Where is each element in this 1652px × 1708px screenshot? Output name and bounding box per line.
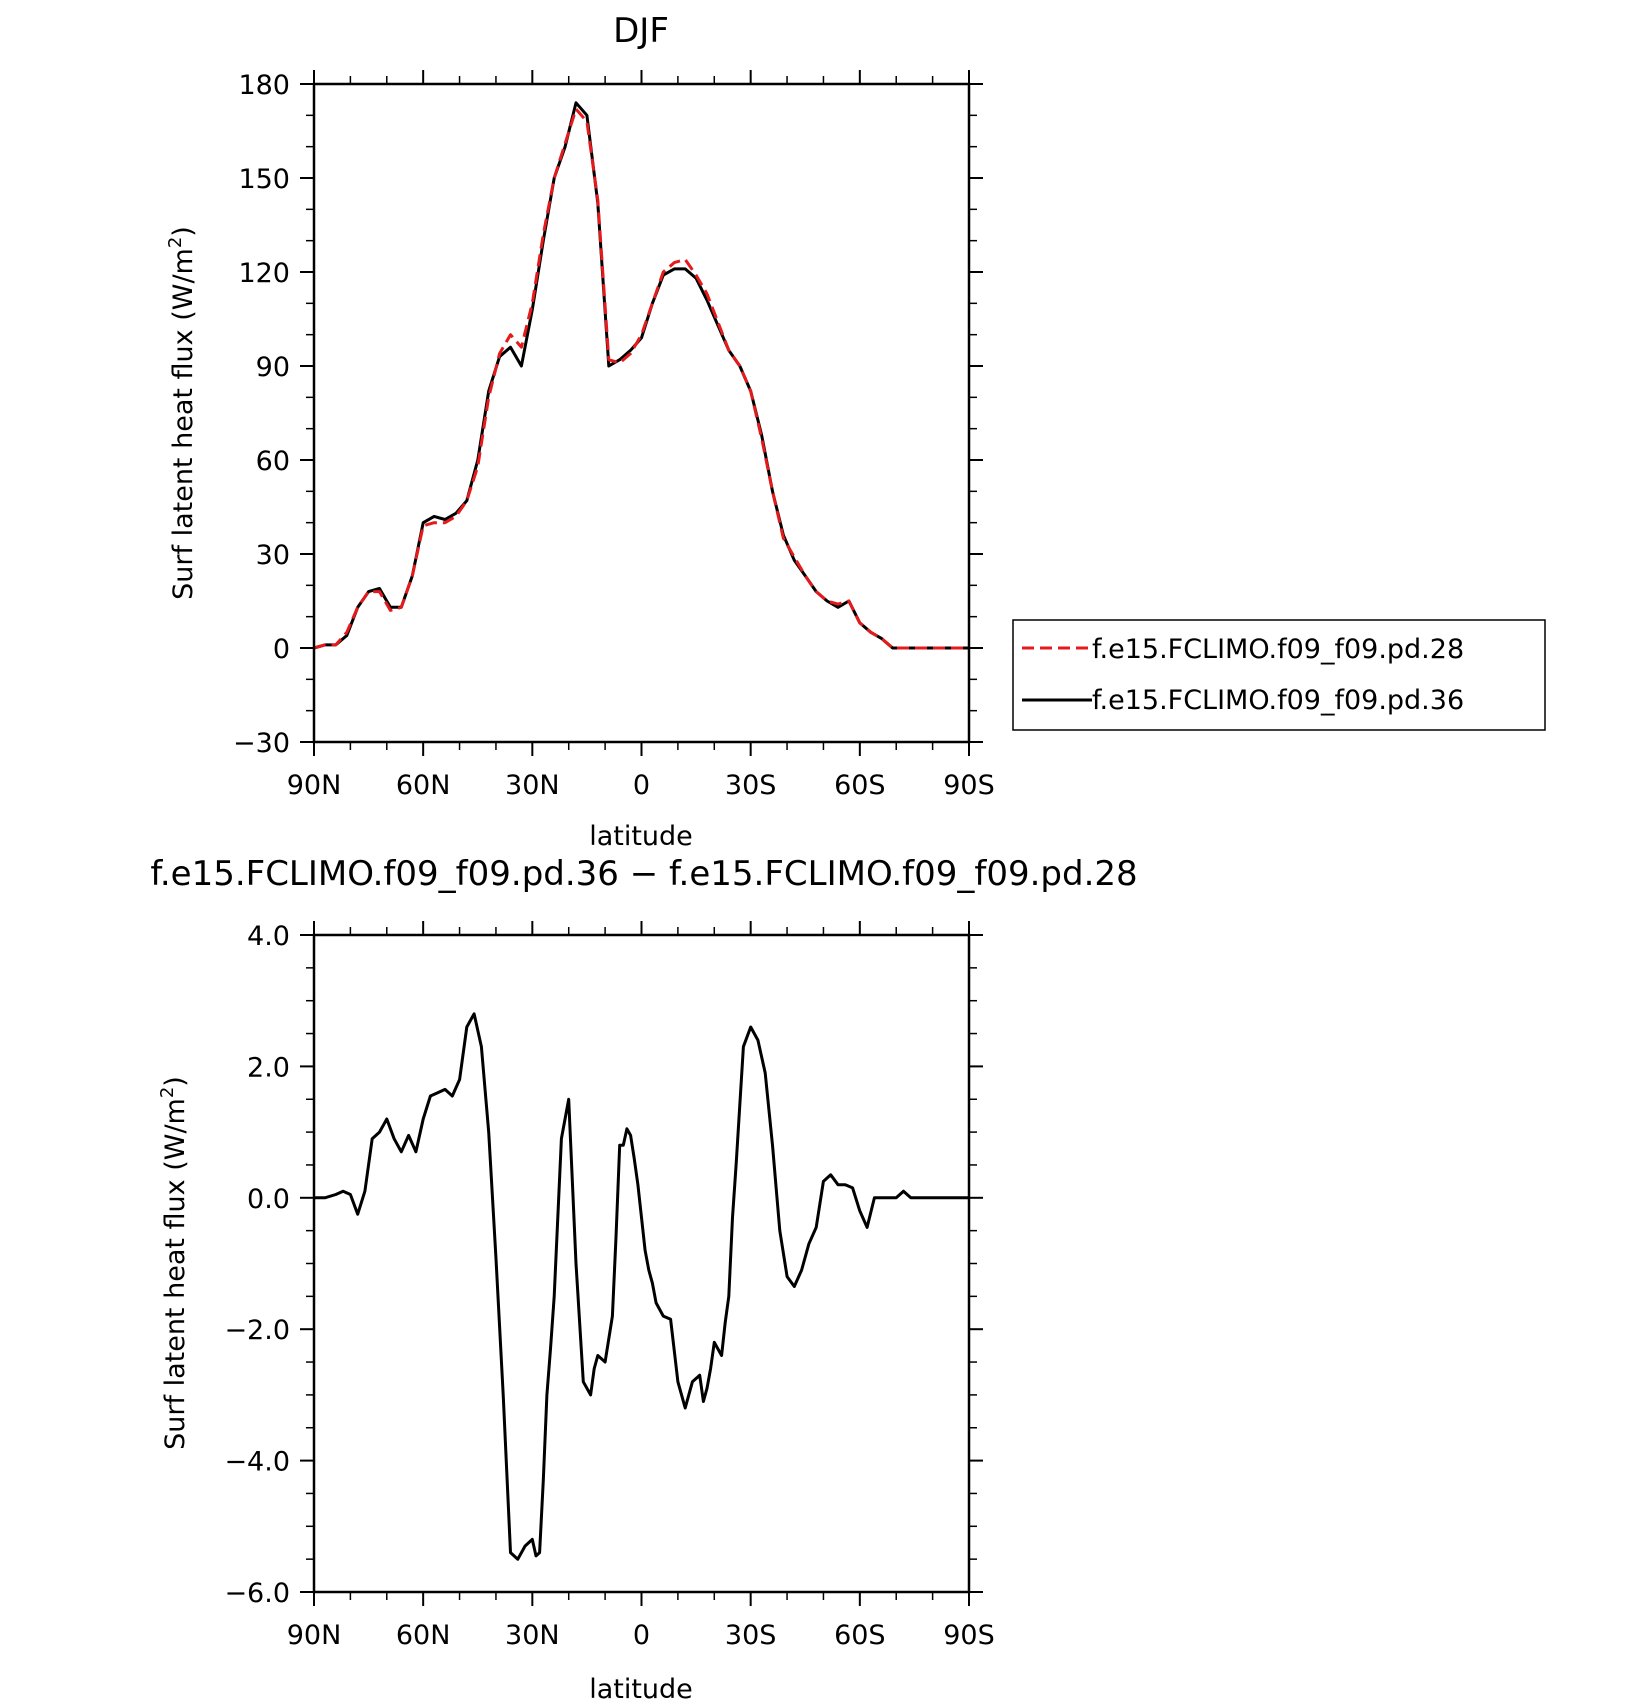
bottom-panel-ticks: 90N 60N 30N 0 30S 60S 90S −6.0 −4.0 −2.0 0.0 2.0 4.0 [224, 921, 995, 1651]
top-ytick-label: 120 [238, 258, 290, 289]
bottom-panel-ylabel-close: ) [160, 1076, 191, 1087]
top-ytick-label: 90 [256, 352, 290, 383]
top-ytick-label: 180 [238, 70, 290, 101]
bottom-xtick-label: 30N [505, 1620, 560, 1651]
top-panel-ylabel-close: ) [168, 226, 199, 237]
bottom-xtick-label: 60S [834, 1620, 886, 1651]
bottom-panel-series [314, 1012, 969, 1561]
top-ytick-label: 30 [256, 540, 290, 571]
top-ytick-label: 150 [238, 164, 290, 195]
top-xtick-label: 30N [505, 770, 560, 801]
bottom-xtick-label: 90N [287, 1620, 342, 1651]
bottom-xtick-label: 60N [396, 1620, 451, 1651]
top-panel-ylabel: Surf latent heat flux (W/m2) [165, 226, 199, 600]
top-xtick-label: 30S [725, 770, 777, 801]
top-panel-ylabel-main: Surf latent heat flux (W/m [168, 248, 199, 600]
bottom-panel-xlabel: latitude [589, 1674, 693, 1705]
top-xtick-label: 0 [633, 770, 650, 801]
bottom-panel-ylabel-sup: 2 [157, 1087, 178, 1098]
bottom-ytick-label: −2.0 [224, 1315, 290, 1346]
top-panel: DJF 90N 60N 30N 0 30S 60S 90S −30 0 30 60 90 120 150 1… [165, 11, 1546, 852]
bottom-ytick-label: 0.0 [247, 1184, 290, 1215]
top-xtick-label: 60S [834, 770, 886, 801]
top-ytick-label: 0 [273, 634, 290, 665]
legend-box [1012, 619, 1546, 731]
legend-label-pd36: f.e15.FCLIMO.f09_f09.pd.36 [1092, 685, 1464, 716]
top-xtick-label: 60N [396, 770, 451, 801]
bottom-panel: f.e15.FCLIMO.f09_f09.pd.36 − f.e15.FCLIM… [150, 854, 1137, 1705]
top-series-line-1 [313, 101, 969, 650]
top-ytick-label: 60 [256, 446, 290, 477]
bottom-panel-ylabel: Surf latent heat flux (W/m2) [157, 1076, 191, 1450]
bottom-xtick-label: 90S [943, 1620, 995, 1651]
legend: f.e15.FCLIMO.f09_f09.pd.28 f.e15.FCLIMO.… [1012, 619, 1546, 731]
bottom-xtick-label: 30S [725, 1620, 777, 1651]
top-panel-xlabel: latitude [589, 821, 693, 852]
top-panel-series [313, 101, 969, 650]
bottom-ytick-label: 4.0 [247, 921, 290, 952]
bottom-ytick-label: −6.0 [224, 1578, 290, 1609]
bottom-series-line-0 [314, 1012, 969, 1561]
top-panel-ticks: 90N 60N 30N 0 30S 60S 90S −30 0 30 60 90 120 150 180 [233, 70, 995, 801]
top-xtick-label: 90N [287, 770, 342, 801]
top-xtick-label: 90S [943, 770, 995, 801]
bottom-ytick-label: 2.0 [247, 1052, 290, 1083]
top-panel-title: DJF [613, 11, 669, 51]
legend-label-pd28: f.e15.FCLIMO.f09_f09.pd.28 [1092, 634, 1464, 665]
top-series-line-0 [313, 107, 969, 650]
bottom-xtick-label: 0 [633, 1620, 650, 1651]
bottom-panel-frame [312, 933, 971, 1594]
top-ytick-label: −30 [233, 728, 290, 759]
top-panel-frame [312, 82, 971, 744]
top-panel-ylabel-sup: 2 [165, 237, 186, 248]
bottom-panel-title: f.e15.FCLIMO.f09_f09.pd.36 − f.e15.FCLIM… [150, 854, 1137, 894]
bottom-panel-ylabel-main: Surf latent heat flux (W/m [160, 1098, 191, 1450]
bottom-ytick-label: −4.0 [224, 1447, 290, 1478]
